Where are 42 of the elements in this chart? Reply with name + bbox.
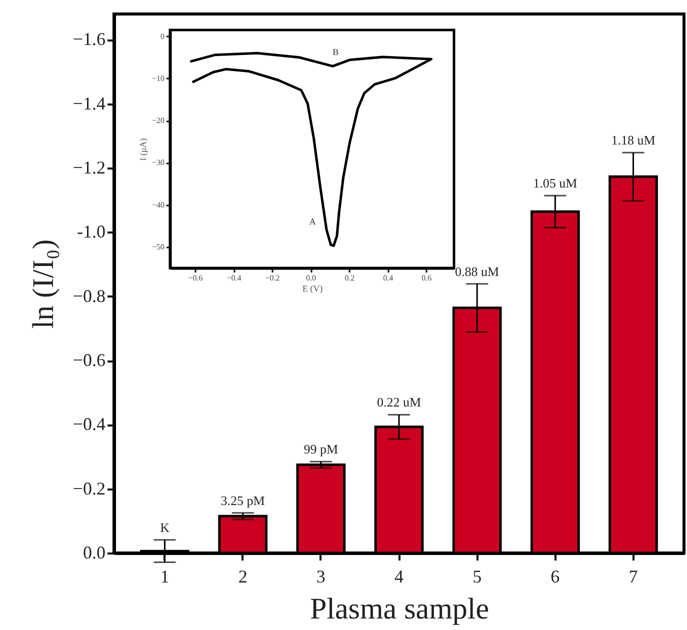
x-tick-label: 0.0 [306,274,316,282]
x-tick-label: 6 [550,566,560,586]
y-tick-label: −10 [152,74,164,83]
annotation: 3.25 pM [220,492,266,508]
x-tick-label: −0.6 [188,274,203,282]
annotation: 0.22 uM [376,394,422,410]
x-tick-label: −0.2 [265,274,280,282]
y-tick-label: 0.0 [83,542,106,562]
y-tick-label: −0.4 [72,414,106,434]
x-tick-label: 5 [472,566,482,586]
annotation: 99 pM [304,442,339,457]
x-tick-label: 3 [316,566,326,586]
annotation: B [332,46,339,57]
y-tick-label: −1.4 [72,93,106,114]
y-axis-title: I (μA) [138,138,148,161]
y-tick-label: −0.2 [72,478,106,498]
x-axis-title: E (V) [302,284,323,294]
annotation: 0.88 uM [455,264,500,279]
y-tick-label: −20 [152,116,164,126]
x-tick-label: 1 [160,566,170,586]
y-tick-label: −0.6 [72,350,106,370]
y-tick-label: -1.0 [77,222,106,242]
x-tick-label: −0.4 [226,274,242,282]
y-tick-label: −1.6 [72,29,106,50]
y-tick-label: 0 [160,32,164,41]
x-tick-label: 0.6 [422,274,432,282]
y-tick-label: −1.2 [72,158,106,178]
annotation: 1.05 uM [533,176,578,191]
x-tick-label: 2 [238,566,248,586]
x-axis-title: Plasma sample [310,592,490,626]
annotation: 1.18 uM [611,132,656,148]
x-tick-label: 4 [394,566,404,586]
annotation: A [309,216,316,227]
y-tick-label: −0.8 [72,286,106,306]
y-tick-label: −40 [152,200,164,210]
y-tick-label: −50 [152,242,164,252]
x-tick-label: 0.4 [383,274,394,282]
annotation: K [160,520,170,535]
x-tick-label: 7 [628,566,638,586]
y-tick-label: −30 [152,158,164,168]
y-axis-title: ln (I/I₀) [26,239,60,329]
x-tick-label: 0.2 [344,274,355,282]
